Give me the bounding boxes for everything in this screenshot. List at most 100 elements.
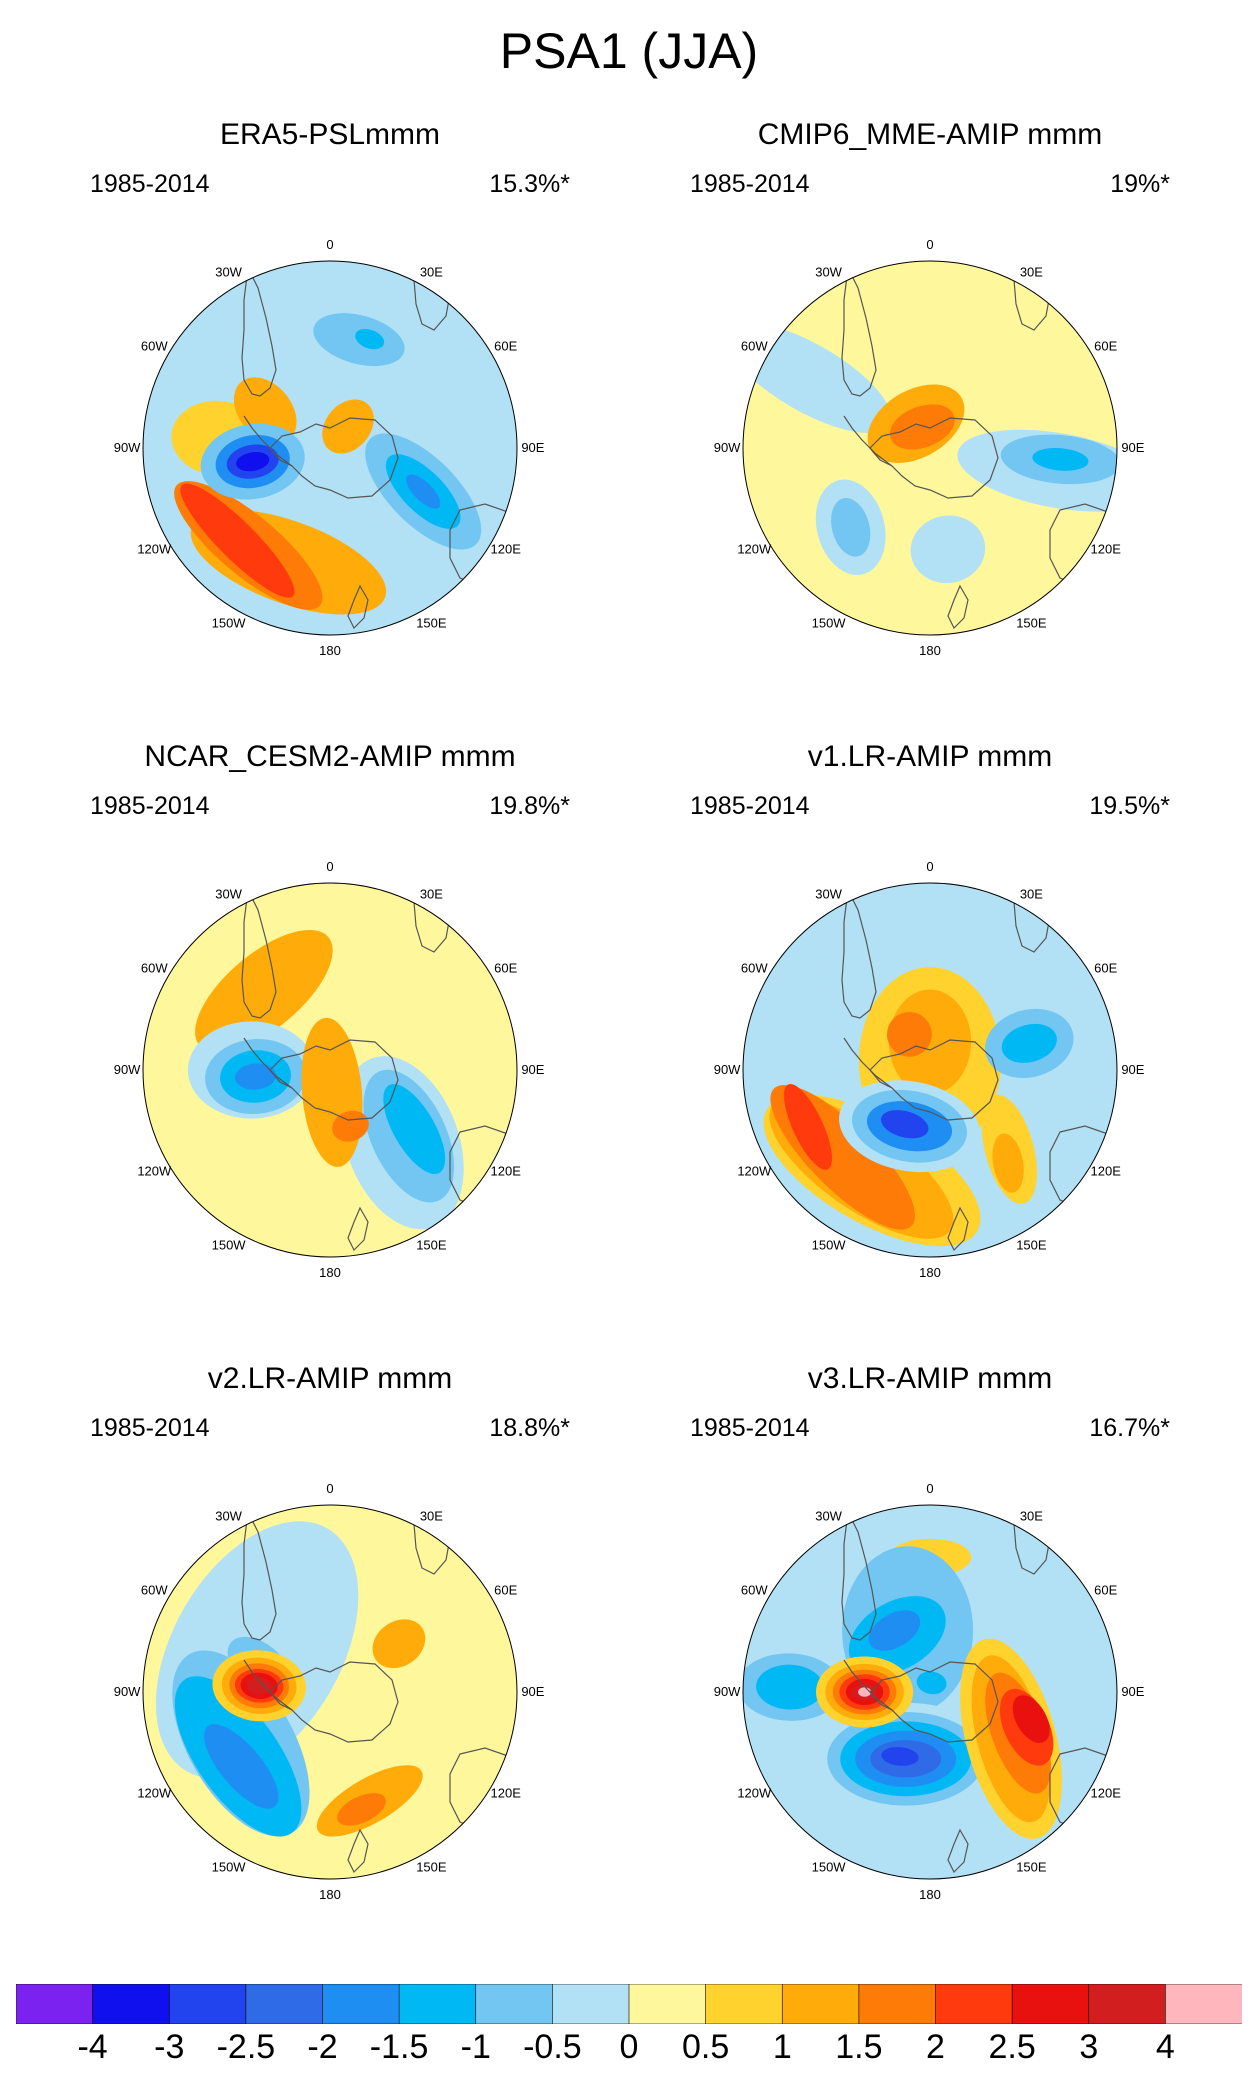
longitude-label: 150E [1016,616,1047,631]
colorbar: -4 -3 -2.5 -2 -1.5 -1 -0.5 0 0.5 1 1.5 2 2.5 3 4 [15,1983,1243,2074]
positive-anomaly-contour [887,1011,932,1057]
antarctica-coastline [269,1039,399,1121]
colorbar-tick-label: 2.5 [988,2028,1036,2066]
peninsula-coastline [843,1037,893,1089]
longitude-label: 120E [1091,1785,1122,1800]
longitude-label: 150E [416,616,447,631]
colorbar-swatch [92,1983,171,2025]
longitude-label: 150W [812,1860,847,1875]
colorbar-swatch [15,1983,94,2025]
longitude-label: 120E [1091,541,1122,556]
colorbar-swatch [935,1983,1013,2025]
longitude-label: 150W [212,1860,247,1875]
longitude-label: 150E [1016,1238,1047,1253]
positive-anomaly-contour [1012,1695,1050,1743]
panel-title: NCAR_CESM2-AMIP mmm [144,740,516,773]
longitude-label: 30W [815,886,842,901]
longitude-label: 120W [137,541,172,556]
new-zealand-coastline [947,1206,969,1252]
longitude-label: 120E [491,1785,522,1800]
panel-variance: 19.8%* [489,792,570,820]
panel-variance: 19%* [1110,170,1170,198]
longitude-label: 0 [926,1481,933,1496]
south-america-coastline [841,887,877,1019]
colorbar-tick-label: -2.5 [216,2028,276,2066]
panel-title: ERA5-PSLmmm [219,118,441,151]
longitude-label: 90E [1121,1062,1144,1077]
map-panel-cmip6: 0 30E 60E 90E 120E 150E 180 150W 120W 90W 60W 30W C… [630,118,1230,738]
longitude-label: 60W [741,339,768,354]
peninsula-coastline [843,1659,893,1711]
longitude-label: 30W [215,264,242,279]
colorbar-tick-label: 1 [772,2028,792,2066]
polar-map: 0 30E 60E 90E 120E 150E 180 150W 120W 90W 60W 30W [714,1481,1145,1902]
longitude-label: 150E [1016,1860,1047,1875]
colorbar-swatch [705,1983,784,2025]
colorbar-swatches [15,1983,1243,2025]
longitude-label: 0 [326,1481,333,1496]
longitude-label: 120W [137,1163,172,1178]
panel-variance: 15.3%* [489,170,570,198]
longitude-label: 30W [215,886,242,901]
longitude-label: 120E [1091,1163,1122,1178]
longitude-label: 60E [494,339,517,354]
longitude-label: 90E [521,1684,544,1699]
longitude-label: 60W [141,339,168,354]
longitude-label: 90W [714,1684,741,1699]
negative-anomaly-contour [831,498,871,557]
longitude-label: 0 [326,237,333,252]
negative-anomaly-contour [406,474,441,509]
colorbar-swatch [1165,1983,1243,2025]
positive-anomaly-contour [372,1619,426,1669]
longitude-label: 60E [1094,1583,1117,1598]
positive-anomaly-contour [992,1133,1024,1193]
negative-anomaly-contour [868,1610,921,1651]
longitude-label: 0 [326,859,333,874]
negative-anomaly-contour [1032,447,1089,471]
positive-anomaly-contour [247,1677,272,1695]
colorbar-tick-label: -1.5 [369,2028,429,2066]
negative-anomaly-contour [880,1110,929,1139]
longitude-label: 60W [141,961,168,976]
negative-anomaly-contour [881,1746,919,1766]
longitude-label: 60E [494,1583,517,1598]
colorbar-tick-label: 3 [1079,2028,1099,2066]
longitude-label: 120W [737,541,772,556]
longitude-label: 90W [114,1062,141,1077]
longitude-label: 60E [1094,339,1117,354]
south-america-coastline [241,887,277,1019]
map-boundary [142,882,518,1258]
peninsula-coastline [243,415,293,467]
panel-variance: 18.8%* [489,1414,570,1442]
longitude-label: 90E [521,440,544,455]
longitude-label: 30E [1020,1508,1043,1523]
colorbar-tick-label: -1 [460,2028,491,2066]
colorbar-swatch [398,1983,477,2025]
longitude-label: 90E [1121,440,1144,455]
longitude-label: 180 [919,643,941,658]
longitude-label: 90E [521,1062,544,1077]
longitude-label: 30E [420,264,443,279]
panel-period: 1985-2014 [90,1414,210,1442]
longitude-label: 0 [926,859,933,874]
positive-anomaly-contour [783,1084,833,1170]
negative-anomaly-contour [204,1724,279,1809]
longitude-label: 30E [1020,264,1043,279]
longitude-label: 30W [815,264,842,279]
colorbar-swatch [322,1983,400,2025]
longitude-label: 30W [215,1508,242,1523]
positive-anomaly-contour [195,929,333,1053]
panel-period: 1985-2014 [690,792,810,820]
longitude-label: 120W [737,1163,772,1178]
colorbar-swatch [628,1983,707,2025]
negative-anomaly-contour [916,1671,947,1695]
colorbar-swatch [1011,1983,1090,2025]
longitude-label: 0 [926,237,933,252]
antarctica-coastline [269,1661,399,1743]
negative-anomaly-contour [383,1084,446,1174]
longitude-label: 30E [420,1508,443,1523]
polar-map: 0 30E 60E 90E 120E 150E 180 150W 120W 90W 60W 30W [114,237,545,658]
peninsula-coastline [243,1659,293,1711]
colorbar-swatch [475,1983,554,2025]
